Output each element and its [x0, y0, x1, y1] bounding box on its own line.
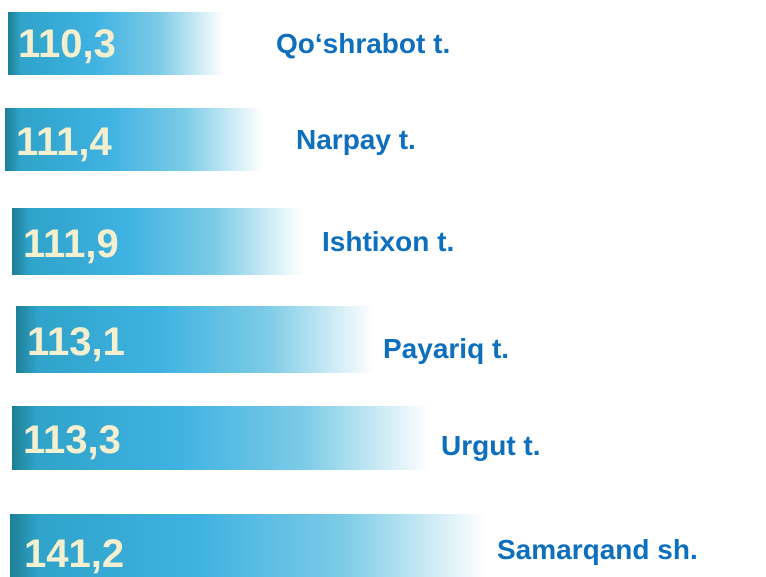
value: 141,2 — [24, 532, 125, 576]
bar — [8, 12, 224, 75]
bar — [5, 108, 263, 171]
bar — [12, 208, 302, 275]
label: Payariq t. — [383, 333, 510, 364]
label: Urgut t. — [441, 430, 541, 461]
value: 113,1 — [27, 320, 125, 364]
bar — [12, 406, 430, 470]
value: 111,4 — [16, 120, 112, 164]
value: 113,3 — [23, 418, 121, 462]
bar — [16, 306, 374, 373]
value: 111,9 — [23, 222, 119, 266]
bar — [10, 514, 486, 577]
label: Samarqand sh. — [497, 534, 698, 565]
label: Qo‘shrabot t. — [276, 28, 451, 59]
value: 110,3 — [18, 22, 116, 66]
label: Narpay t. — [296, 124, 416, 155]
label: Ishtixon t. — [322, 226, 455, 257]
